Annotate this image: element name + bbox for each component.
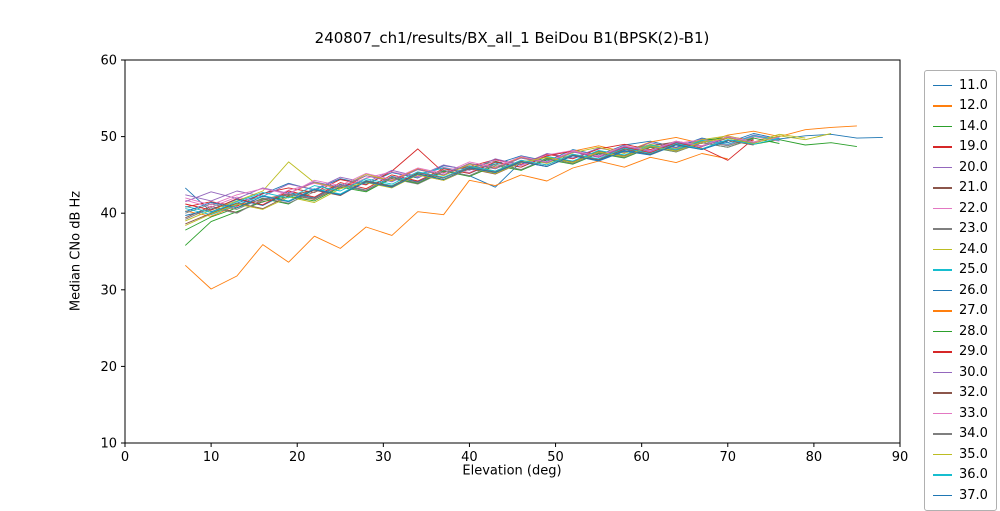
legend-item-14.0: 14.0 (933, 116, 988, 137)
legend-line-sample (933, 207, 952, 209)
legend-label: 12.0 (959, 98, 988, 114)
legend-label: 33.0 (959, 405, 988, 421)
legend-line-sample (933, 474, 952, 476)
y-tick-label: 50 (100, 130, 117, 145)
legend-label: 36.0 (959, 467, 988, 483)
legend-line-sample (933, 433, 952, 435)
legend-item-35.0: 35.0 (933, 444, 988, 465)
legend-line-sample (933, 289, 952, 291)
x-tick-label: 90 (892, 450, 909, 465)
legend-line-sample (933, 125, 952, 127)
legend-item-29.0: 29.0 (933, 342, 988, 363)
legend-label: 24.0 (959, 241, 988, 257)
legend-line-sample (933, 105, 952, 107)
x-tick-label: 40 (461, 450, 478, 465)
series-line-37.0 (185, 140, 728, 213)
legend-item-22.0: 22.0 (933, 198, 988, 219)
legend-label: 19.0 (959, 139, 988, 155)
legend-item-24.0: 24.0 (933, 239, 988, 260)
legend-item-19.0: 19.0 (933, 137, 988, 158)
series-line-14.0 (185, 136, 857, 231)
y-tick-label: 20 (100, 360, 117, 375)
plot-area: 0 10 20 30 40 50 60 70 80 90 10 20 30 40 50 60 (100, 54, 909, 466)
x-tick-label: 50 (547, 450, 564, 465)
legend-line-sample (933, 248, 952, 250)
axes-frame (124, 59, 901, 444)
legend-label: 27.0 (959, 303, 988, 319)
legend-label: 28.0 (959, 323, 988, 339)
y-tick-label: 60 (100, 54, 117, 69)
y-tick-label: 10 (100, 437, 117, 452)
series-line-30.0 (185, 136, 780, 203)
legend-line-sample (933, 166, 952, 168)
legend-item-32.0: 32.0 (933, 383, 988, 404)
legend-item-30.0: 30.0 (933, 362, 988, 383)
x-tick-label: 80 (806, 450, 823, 465)
legend-item-11.0: 11.0 (933, 75, 988, 96)
legend-item-27.0: 27.0 (933, 301, 988, 322)
legend-line-sample (933, 494, 952, 496)
series-line-28.0 (184, 137, 780, 246)
legend-line-sample (933, 146, 952, 148)
legend-line-sample (933, 187, 952, 189)
legend-line-sample (933, 330, 952, 332)
x-tick-label: 10 (203, 450, 220, 465)
y-tick-label: 40 (100, 207, 117, 222)
x-tick-label: 70 (720, 450, 737, 465)
legend-line-sample (933, 269, 952, 271)
x-tick-label: 20 (289, 450, 306, 465)
y-tick-label: 30 (100, 283, 117, 298)
legend-item-28.0: 28.0 (933, 321, 988, 342)
legend: 11.0 12.0 14.0 19.0 20.0 21.0 22.0 23.0 24.0 25.0… (924, 70, 997, 511)
legend-item-21.0: 21.0 (933, 178, 988, 199)
chart-title: 240807_ch1/results/BX_all_1 BeiDou B1(BP… (314, 29, 710, 47)
legend-label: 26.0 (959, 282, 988, 298)
legend-line-sample (933, 351, 952, 353)
legend-label: 30.0 (959, 364, 988, 380)
legend-item-25.0: 25.0 (933, 260, 988, 281)
series-line-36.0 (185, 137, 780, 213)
legend-line-sample (933, 310, 952, 312)
legend-label: 11.0 (959, 77, 988, 93)
legend-item-26.0: 26.0 (933, 280, 988, 301)
legend-line-sample (933, 453, 952, 455)
x-tick-label: 0 (121, 450, 129, 465)
x-tick-label: 60 (633, 450, 650, 465)
legend-label: 25.0 (959, 262, 988, 278)
y-axis-label: Median CNo dB Hz (68, 190, 84, 312)
legend-line-sample (933, 392, 952, 394)
x-tick-label: 30 (375, 450, 392, 465)
legend-line-sample (933, 412, 952, 414)
legend-item-23.0: 23.0 (933, 219, 988, 240)
legend-label: 23.0 (959, 221, 988, 237)
legend-item-36.0: 36.0 (933, 465, 988, 486)
legend-item-34.0: 34.0 (933, 424, 988, 445)
legend-line-sample (933, 228, 952, 230)
series-line-26.0 (185, 139, 754, 216)
series-line-35.0 (185, 133, 832, 226)
series-line-33.0 (185, 136, 780, 206)
legend-label: 35.0 (959, 446, 988, 462)
figure: 0 10 20 30 40 50 60 70 80 90 10 20 30 40 50 60 240807_c… (68, 29, 997, 511)
legend-label: 29.0 (959, 344, 988, 360)
legend-label: 14.0 (959, 118, 988, 134)
series-line-24.0 (185, 133, 806, 222)
legend-item-12.0: 12.0 (933, 96, 988, 117)
legend-label: 32.0 (959, 385, 988, 401)
legend-label: 20.0 (959, 159, 988, 175)
legend-label: 22.0 (959, 200, 988, 216)
legend-item-20.0: 20.0 (933, 157, 988, 178)
x-axis-label: Elevation (deg) (462, 463, 562, 479)
series-line-27.0 (184, 153, 728, 290)
legend-line-sample (933, 371, 952, 373)
legend-label: 21.0 (959, 180, 988, 196)
legend-item-37.0: 37.0 (933, 485, 988, 506)
legend-line-sample (933, 84, 952, 86)
legend-label: 37.0 (959, 487, 988, 503)
legend-label: 34.0 (959, 426, 988, 442)
legend-item-33.0: 33.0 (933, 403, 988, 424)
